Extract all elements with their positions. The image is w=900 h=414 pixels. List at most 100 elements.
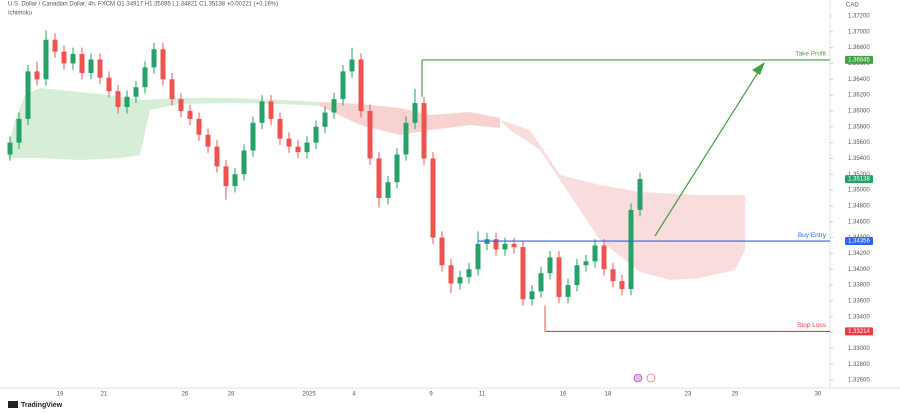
candle-body <box>304 142 310 153</box>
y-tick-label: 1.35400 <box>848 156 870 162</box>
candle-body <box>268 101 274 119</box>
ichimoku-cloud <box>320 102 500 135</box>
y-tick-label: 1.37200 <box>848 14 870 20</box>
candle-body <box>187 110 193 119</box>
y-tick-label: 1.32600 <box>848 378 870 384</box>
candle-body <box>295 146 301 153</box>
candle-body <box>583 261 589 266</box>
candle-body <box>169 79 175 100</box>
y-tick-label: 1.34800 <box>848 203 870 209</box>
level-name: Stop Loss <box>797 322 827 329</box>
y-tick-label: 1.33000 <box>848 346 870 352</box>
candle-body <box>610 269 616 282</box>
level-value: 1.34356 <box>848 239 870 245</box>
candle-body <box>628 209 634 289</box>
candle-body <box>7 142 13 155</box>
candle-body <box>331 99 337 113</box>
candle-body <box>232 174 238 187</box>
candle-body <box>430 158 436 238</box>
brand-logo <box>8 401 18 408</box>
x-tick-label: 11 <box>479 392 486 398</box>
candle-body <box>403 122 409 155</box>
candle-body <box>142 67 148 88</box>
candle-body <box>88 59 94 73</box>
y-tick-label: 1.36600 <box>848 61 870 67</box>
candle-body <box>70 53 76 64</box>
brand: TradingView <box>21 402 63 409</box>
candle-body <box>619 281 625 289</box>
candle-body <box>556 257 562 297</box>
candle-body <box>151 49 157 68</box>
candle-body <box>133 87 139 97</box>
target-arrow <box>654 65 763 237</box>
level-tag <box>845 237 873 246</box>
last-price-label: 1.35138 <box>848 177 870 183</box>
candle-body <box>313 126 319 143</box>
level-name: Take Profit <box>795 51 826 58</box>
arrow-head <box>752 62 765 75</box>
candle-body <box>358 59 364 111</box>
candle-body <box>124 96 130 107</box>
y-tick-label: 1.36400 <box>848 77 870 83</box>
candle-body <box>547 257 553 274</box>
x-tick-label: 21 <box>101 392 108 398</box>
candle-body <box>115 91 121 107</box>
y-tick-label: 1.33600 <box>848 298 870 304</box>
candle-body <box>43 39 49 80</box>
x-tick-label: 23 <box>685 392 692 398</box>
y-tick-label: 1.34200 <box>848 251 870 257</box>
currency: CAD <box>846 3 859 9</box>
y-tick-label: 1.35000 <box>848 188 870 194</box>
candle-body <box>214 146 220 167</box>
y-tick-label: 1.36800 <box>848 45 870 51</box>
chart-title: U.S. Dollar / Canadian Dollar, 4h, FXCM … <box>8 2 278 8</box>
candle-body <box>592 245 598 262</box>
candle-body <box>52 39 58 52</box>
candle-body <box>601 245 607 270</box>
candle-body <box>79 53 85 73</box>
x-tick-label: 28 <box>228 392 235 398</box>
last-price-tag <box>845 175 873 184</box>
candle-body <box>286 138 292 147</box>
ichimoku-cloud <box>500 120 745 280</box>
candle-body <box>421 103 427 159</box>
candle-body <box>493 239 499 250</box>
level-name: Buy Entry <box>798 232 827 239</box>
candle-body <box>277 118 283 139</box>
y-tick-label: 1.34000 <box>848 267 870 273</box>
y-tick-label: 1.37000 <box>848 29 870 35</box>
candle-body <box>394 154 400 183</box>
candle-body <box>511 243 517 248</box>
y-tick-label: 1.33400 <box>848 314 870 320</box>
candle-body <box>502 243 508 250</box>
candle-body <box>574 265 580 286</box>
candle-body <box>367 110 373 159</box>
x-tick-label: 19 <box>57 392 64 398</box>
candle-body <box>637 179 643 210</box>
y-tick-label: 1.32800 <box>848 362 870 368</box>
y-tick-label: 1.36000 <box>848 109 870 115</box>
candle-body <box>340 71 346 100</box>
x-tick-label: 4 <box>352 392 356 398</box>
level-value: 1.33214 <box>848 329 870 335</box>
x-tick-label: 18 <box>605 392 612 398</box>
event-icon[interactable] <box>646 373 656 383</box>
candle-body <box>34 71 40 80</box>
y-tick-label: 1.33800 <box>848 283 870 289</box>
candle-body <box>223 166 229 187</box>
candle-body <box>439 237 445 266</box>
x-tick-label: 2025 <box>302 392 316 398</box>
y-tick-label: 1.35200 <box>848 172 870 178</box>
candle-body <box>178 99 184 111</box>
candle-body <box>16 118 22 143</box>
ichimoku-cloud <box>8 88 320 160</box>
event-icon[interactable] <box>633 373 643 383</box>
candle-body <box>565 285 571 297</box>
candle-body <box>529 291 535 300</box>
candle-body <box>322 112 328 127</box>
x-tick-label: 16 <box>560 392 567 398</box>
y-tick-label: 1.34600 <box>848 219 870 225</box>
x-tick-label: 9 <box>429 392 433 398</box>
